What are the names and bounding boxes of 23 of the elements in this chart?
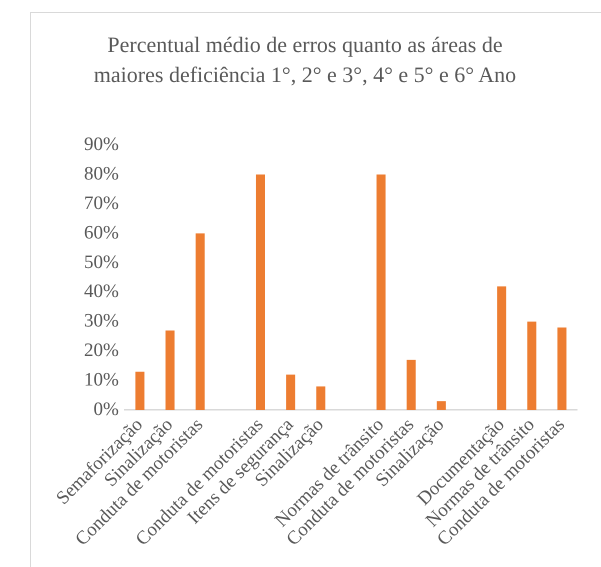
bar (135, 372, 144, 410)
bar (376, 174, 386, 410)
chart-title: Percentual médio de erros quanto as áreas de maiores deficiência 1°, 2° e 3°, 4° e 5° e 6° Ano (92, 31, 518, 89)
y-tick-label: 40% (84, 281, 119, 302)
y-tick-label: 60% (84, 222, 119, 244)
y-tick-label: 0% (94, 398, 119, 420)
bar (196, 233, 205, 410)
bar (557, 328, 566, 410)
bar (497, 286, 506, 410)
y-tick-label: 50% (84, 252, 119, 273)
bar (527, 322, 536, 410)
y-tick-label: 30% (84, 310, 119, 332)
y-tick-label: 20% (84, 340, 119, 362)
bar (256, 174, 265, 410)
y-tick-label: 70% (84, 192, 119, 214)
y-tick-label: 80% (84, 163, 119, 184)
y-tick-label: 90% (84, 134, 119, 155)
bar (316, 386, 326, 410)
bar (286, 374, 296, 410)
bar (166, 330, 175, 410)
bar (406, 360, 416, 410)
bar (436, 401, 446, 410)
y-tick-label: 10% (84, 370, 119, 391)
